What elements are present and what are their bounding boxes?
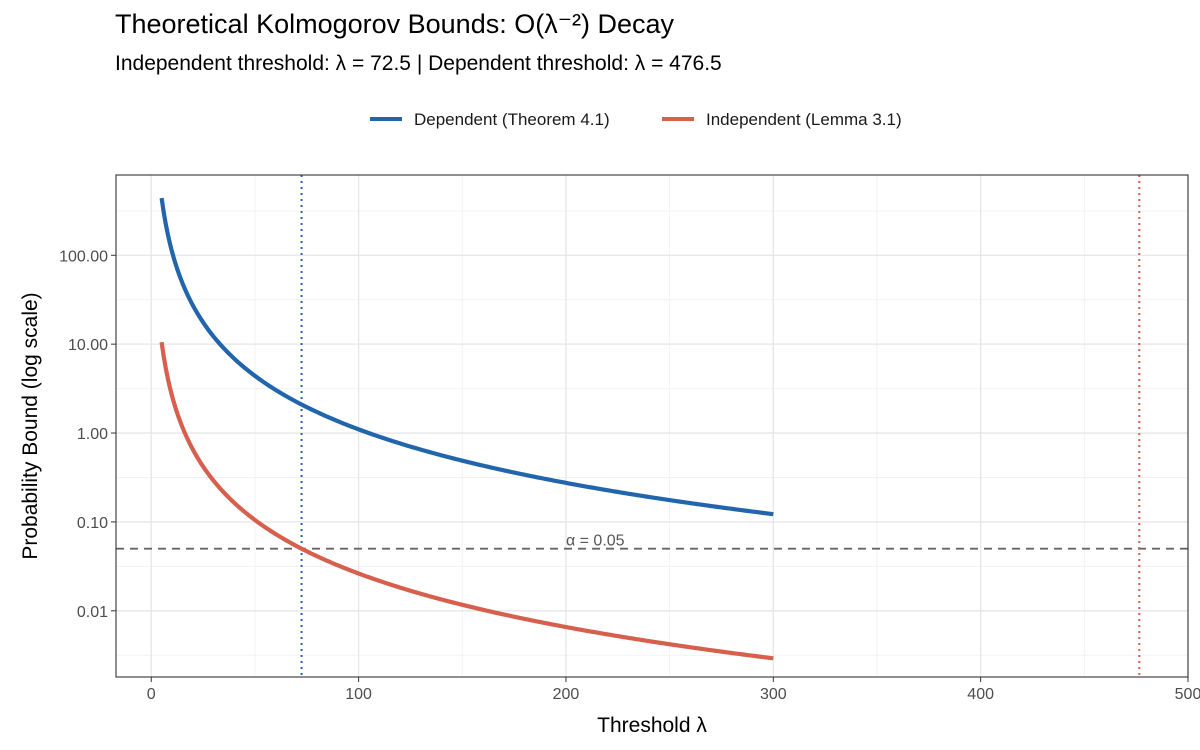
legend-label-independent: Independent (Lemma 3.1)	[706, 110, 902, 129]
x-axis-title: Threshold λ	[597, 714, 707, 737]
series-line-independent	[159, 341, 774, 661]
x-tick-label: 400	[967, 686, 994, 703]
y-tick-label: 1.00	[77, 426, 108, 443]
plot-area	[116, 175, 1188, 677]
series-layer	[159, 197, 774, 661]
reference-lines: α = 0.05	[116, 175, 1188, 677]
alpha-annotation: α = 0.05	[566, 533, 625, 550]
grid-major	[116, 175, 1189, 677]
y-tick-label: 10.00	[68, 337, 108, 354]
chart-title: Theoretical Kolmogorov Bounds: O(λ⁻²) De…	[115, 9, 674, 39]
y-tick-label: 0.01	[77, 604, 108, 621]
y-axis-title: Probability Bound (log scale)	[19, 292, 42, 559]
series-line-dependent	[159, 197, 774, 517]
x-tick-label: 200	[553, 686, 580, 703]
grid-minor	[116, 175, 1188, 677]
plot-border	[115, 174, 1189, 678]
y-tick-label: 100.00	[59, 248, 108, 265]
x-tick-label: 100	[345, 686, 372, 703]
y-axis: 0.01 0.10 1.00 10.00 100.00	[59, 248, 116, 621]
x-tick-label: 500	[1175, 686, 1200, 703]
x-tick-label: 300	[760, 686, 787, 703]
x-tick-label: 0	[147, 686, 156, 703]
legend: Dependent (Theorem 4.1) Independent (Lem…	[370, 110, 902, 129]
chart-subtitle: Independent threshold: λ = 72.5 | Depend…	[115, 52, 722, 75]
x-axis: 0 100 200 300 400 500	[147, 677, 1200, 703]
y-tick-label: 0.10	[77, 515, 108, 532]
legend-label-dependent: Dependent (Theorem 4.1)	[414, 110, 610, 129]
